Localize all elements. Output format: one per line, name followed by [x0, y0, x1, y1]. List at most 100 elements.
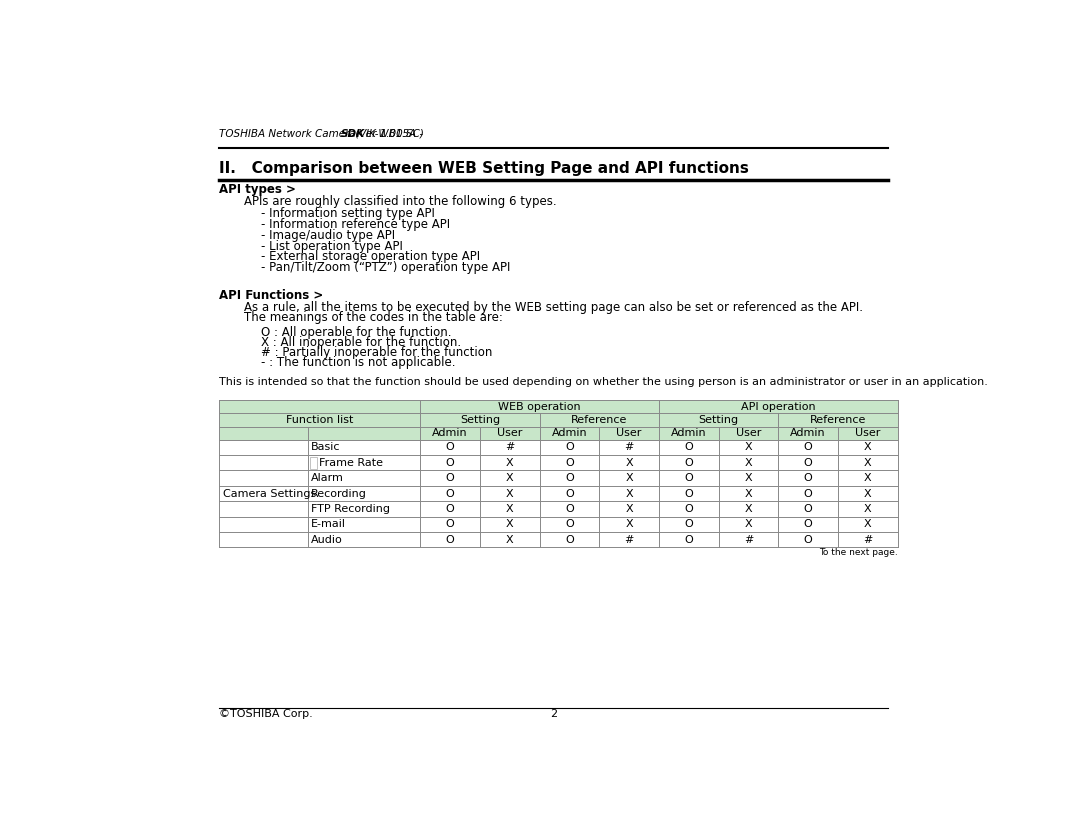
Text: X: X [625, 473, 633, 483]
Text: O: O [565, 520, 573, 530]
Text: Frame Rate: Frame Rate [319, 458, 382, 468]
Bar [218, 426, 897, 440]
Text: O: O [685, 535, 693, 545]
Text: X: X [744, 473, 753, 483]
Bar [310, 456, 318, 469]
Bar [218, 516, 897, 532]
Text: Reference: Reference [571, 415, 627, 425]
Text: Admin: Admin [791, 428, 826, 438]
Text: O: O [804, 489, 812, 499]
Text: O: O [565, 458, 573, 468]
Text: X: X [744, 520, 753, 530]
Text: X: X [864, 458, 872, 468]
Text: X: X [505, 520, 513, 530]
Text: - List operation type API: - List operation type API [261, 239, 403, 253]
Text: O: O [446, 473, 455, 483]
Text: X: X [505, 535, 513, 545]
Text: - Image/audio type API: - Image/audio type API [261, 229, 395, 242]
Text: O: O [565, 535, 573, 545]
Bar [540, 414, 659, 426]
Text: O: O [685, 442, 693, 452]
Text: - Pan/Tilt/Zoom (“PTZ”) operation type API: - Pan/Tilt/Zoom (“PTZ”) operation type A… [261, 261, 511, 274]
Text: O: O [565, 473, 573, 483]
Text: Recording: Recording [311, 489, 367, 499]
Text: Setting: Setting [699, 415, 739, 425]
Text: X: X [744, 504, 753, 514]
Text: Admin: Admin [671, 428, 706, 438]
Text: Camera Settings: Camera Settings [222, 489, 315, 499]
Text: 2: 2 [550, 709, 557, 719]
Text: Reference: Reference [810, 415, 866, 425]
Text: Function list: Function list [286, 415, 353, 425]
Text: TOSHIBA Network Camera - IK-WB15A -: TOSHIBA Network Camera - IK-WB15A - [218, 128, 433, 138]
Text: #: # [624, 535, 634, 545]
Text: X: X [744, 442, 753, 452]
Text: FTP Recording: FTP Recording [311, 504, 390, 514]
Text: (Ver 1.00.SC): (Ver 1.00.SC) [351, 128, 423, 138]
Text: O: O [685, 489, 693, 499]
Text: O: O [446, 442, 455, 452]
Text: O: O [685, 504, 693, 514]
Text: X: X [625, 520, 633, 530]
Text: O: O [804, 535, 812, 545]
Text: O: O [446, 520, 455, 530]
Bar [659, 400, 897, 414]
Text: O: O [446, 535, 455, 545]
Text: X : All inoperable for the function.: X : All inoperable for the function. [261, 336, 461, 349]
Text: Basic: Basic [311, 442, 340, 452]
Bar [218, 440, 897, 455]
Text: #: # [863, 535, 873, 545]
Text: Admin: Admin [432, 428, 468, 438]
Text: X: X [864, 473, 872, 483]
Bar [218, 532, 897, 547]
Text: The meanings of the codes in the table are:: The meanings of the codes in the table a… [243, 311, 502, 324]
Text: O: O [804, 473, 812, 483]
Text: O : All operable for the function.: O : All operable for the function. [261, 326, 451, 339]
Bar [218, 455, 897, 470]
Text: ©TOSHIBA Corp.: ©TOSHIBA Corp. [218, 709, 312, 719]
Text: X: X [744, 489, 753, 499]
Text: #: # [505, 442, 514, 452]
Text: - : The function is not applicable.: - : The function is not applicable. [261, 356, 456, 369]
Text: O: O [804, 504, 812, 514]
Text: O: O [446, 489, 455, 499]
Text: X: X [625, 489, 633, 499]
Bar [218, 400, 420, 414]
Text: X: X [625, 458, 633, 468]
Bar [659, 414, 779, 426]
Text: This is intended so that the function should be used depending on whether the us: This is intended so that the function sh… [218, 376, 987, 386]
Text: O: O [685, 520, 693, 530]
Text: E-mail: E-mail [311, 520, 346, 530]
Text: SDK: SDK [341, 128, 365, 138]
Bar [779, 414, 897, 426]
Text: Audio: Audio [311, 535, 342, 545]
Text: O: O [685, 473, 693, 483]
Text: X: X [505, 473, 513, 483]
Text: User: User [735, 428, 761, 438]
Text: O: O [804, 442, 812, 452]
Text: X: X [864, 504, 872, 514]
Text: X: X [744, 458, 753, 468]
Text: User: User [617, 428, 642, 438]
Text: X: X [505, 489, 513, 499]
Bar [218, 470, 897, 486]
Text: API operation: API operation [741, 402, 815, 412]
Text: O: O [446, 504, 455, 514]
Text: X: X [505, 504, 513, 514]
Text: X: X [505, 458, 513, 468]
Bar [218, 486, 897, 501]
Text: - Information setting type API: - Information setting type API [261, 207, 435, 220]
Text: Admin: Admin [552, 428, 588, 438]
Text: Alarm: Alarm [311, 473, 343, 483]
Text: WEB operation: WEB operation [498, 402, 581, 412]
Text: X: X [864, 489, 872, 499]
Text: O: O [804, 458, 812, 468]
Text: X: X [864, 520, 872, 530]
Text: O: O [804, 520, 812, 530]
Text: API Functions >: API Functions > [218, 289, 323, 302]
Text: II.   Comparison between WEB Setting Page and API functions: II. Comparison between WEB Setting Page … [218, 160, 748, 175]
Text: # : Partially inoperable for the function: # : Partially inoperable for the functio… [261, 346, 492, 359]
Bar [420, 414, 540, 426]
Text: - Information reference type API: - Information reference type API [261, 218, 450, 231]
Text: As a rule, all the items to be executed by the WEB setting page can also be set : As a rule, all the items to be executed … [243, 301, 863, 314]
